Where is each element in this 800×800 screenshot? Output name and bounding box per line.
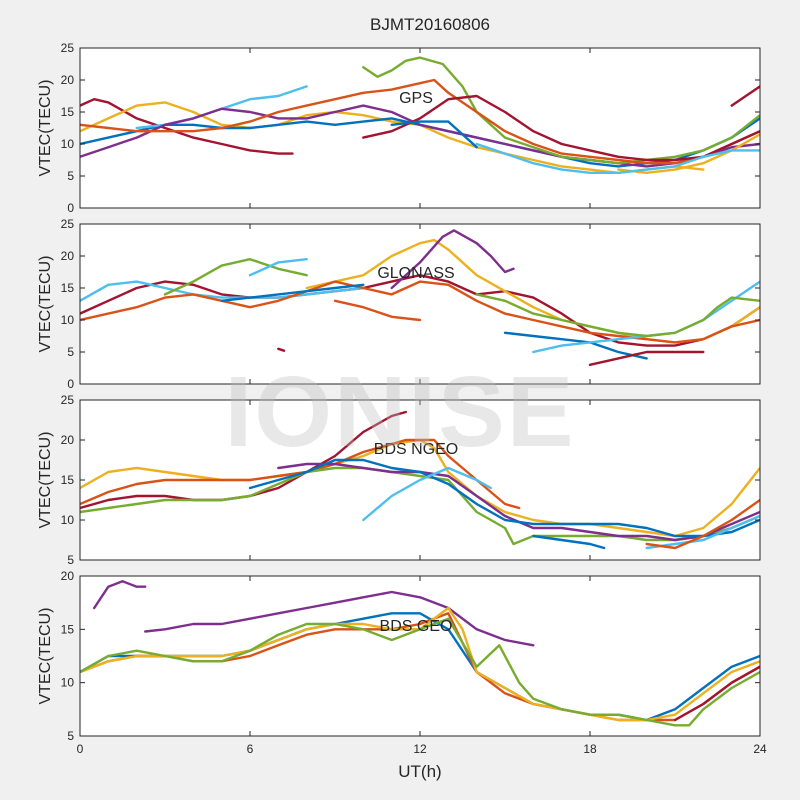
series-line-10 [475,293,760,338]
series-line-0 [80,274,760,347]
series-line-1 [143,590,535,647]
series-line-8 [645,498,760,550]
series-line-1 [80,280,365,302]
y-axis-label: VTEC(TECU) [37,256,54,353]
series-line-0 [80,438,760,538]
series-line-4 [80,104,760,168]
series-line-10 [617,133,760,175]
y-tick-label: 0 [67,377,74,391]
series-line-7 [220,283,365,302]
series-group [80,580,760,727]
y-tick-label: 15 [61,622,75,636]
y-tick-label: 0 [67,201,74,215]
panel-1: 0 5 10 15 20 25 VTEC(TECU) GLONASS [37,217,761,391]
panel-label: GLONASS [377,265,454,282]
x-tick-label: 18 [583,742,597,756]
panel-2: 5 10 15 20 25 VTEC(TECU) BDS NGEO [37,393,761,567]
y-tick-label: 5 [67,553,74,567]
series-line-11 [475,142,760,175]
y-tick-label: 25 [61,393,75,407]
y-axis-label: VTEC(TECU) [37,432,54,529]
x-tick-label: 12 [413,742,427,756]
series-line-6 [362,466,492,522]
series-line-13 [333,299,422,322]
y-tick-label: 20 [61,73,75,87]
series-line-3 [248,258,308,277]
panel-label: BDS GEO [380,618,453,635]
panel-label: BDS NGEO [374,441,458,458]
series-line-0 [80,97,294,155]
series-line-0 [92,580,147,610]
series-line-7 [362,94,760,162]
y-tick-label: 15 [61,473,75,487]
series-line-1 [80,438,521,510]
y-tick-label: 10 [61,676,75,690]
series-line-7 [645,514,760,550]
y-tick-label: 20 [61,569,75,583]
chart-title: BJMT20160806 [370,15,490,34]
x-tick-label: 24 [753,742,767,756]
y-tick-label: 5 [67,169,74,183]
y-tick-label: 15 [61,281,75,295]
series-line-11 [588,350,705,366]
series-group [80,410,760,550]
series-line-12 [277,347,286,352]
series-line-8 [503,331,648,360]
y-tick-label: 10 [61,313,75,327]
series-line-5 [362,56,760,165]
series-group [80,229,760,366]
y-tick-label: 10 [61,513,75,527]
series-line-6 [80,280,760,344]
series-line-5 [248,458,760,538]
panel-label: GPS [399,90,433,107]
plot-area [80,48,760,208]
y-tick-label: 10 [61,137,75,151]
y-tick-label: 5 [67,345,74,359]
series-line-5 [80,617,760,727]
x-axis-label: UT(h) [398,762,441,781]
series-line-1 [80,101,705,175]
y-axis-label: VTEC(TECU) [37,80,54,177]
y-tick-label: 20 [61,249,75,263]
series-line-5 [390,229,515,290]
series-line-8 [730,85,760,107]
x-tick-label: 0 [77,742,84,756]
panel-3: 5 10 15 20 0 6 12 18 24 VTEC(TECU) BDS GEO [37,569,767,756]
series-line-9 [390,120,478,149]
plot-area [80,224,760,384]
series-line-3 [80,466,760,546]
x-tick-label: 6 [247,742,254,756]
series-line-6 [673,665,760,722]
series-group [80,56,760,175]
panel-0: 0 5 10 15 20 25 VTEC(TECU) GPS [37,41,761,215]
y-tick-label: 25 [61,217,75,231]
series-line-2 [163,258,308,296]
y-tick-label: 15 [61,105,75,119]
y-tick-label: 20 [61,433,75,447]
series-line-9 [532,534,606,550]
y-axis-label: VTEC(TECU) [37,608,54,705]
y-tick-label: 25 [61,41,75,55]
series-line-6 [80,78,760,165]
y-tick-label: 5 [67,729,74,743]
